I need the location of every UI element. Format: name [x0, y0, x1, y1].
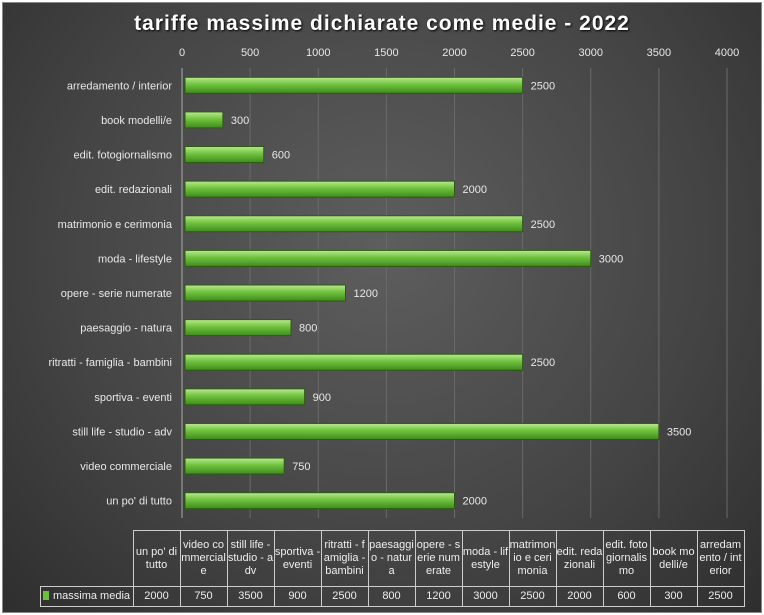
x-tick-label: 3500 [647, 47, 671, 59]
category-label: un po' di tutto [106, 496, 172, 508]
data-label: 750 [292, 461, 310, 473]
table-header-cell: opere - serie numerate [414, 530, 463, 587]
table-header-cell: video commerciale [179, 530, 228, 587]
table-header-cell: edit. fotogiornalismo [602, 530, 651, 587]
category-label: matrimonio e cerimonia [58, 219, 173, 231]
x-tick-label: 1500 [374, 47, 398, 59]
data-label: 3500 [667, 426, 691, 438]
table-header-cell: ritratti - famiglia - bambini [320, 530, 369, 587]
table-value-cell: 2500 [508, 586, 557, 607]
table-header-cell: sportiva - eventi [273, 530, 322, 587]
x-tick-label: 500 [241, 47, 259, 59]
chart-title: tariffe massime dichiarate come medie - … [134, 12, 630, 35]
data-label: 2500 [531, 80, 555, 92]
x-tick-label: 0 [179, 47, 185, 59]
table-header-cell: un po' di tutto [132, 530, 181, 587]
category-label: book modelli/e [101, 115, 172, 127]
table-value-cell: 750 [179, 586, 228, 607]
data-label: 2500 [531, 357, 555, 369]
table-value-cell: 2500 [696, 586, 745, 607]
row-label: massima media [53, 590, 131, 602]
category-label: video commerciale [80, 461, 172, 473]
bar [184, 76, 524, 94]
bar [184, 284, 346, 302]
table-value-cell: 900 [273, 586, 322, 607]
table-value-cell: 2000 [132, 586, 181, 607]
table-header-cell: moda - lifestyle [461, 530, 510, 587]
data-label: 600 [272, 150, 290, 162]
bar [184, 422, 660, 440]
bar [184, 457, 285, 475]
bar [184, 180, 455, 198]
table-value-cell: 3000 [461, 586, 510, 607]
table-header-cell: arredamento / interior [696, 530, 745, 587]
bar [184, 319, 292, 337]
data-label: 2000 [463, 184, 487, 196]
table-value-cell: 2500 [320, 586, 369, 607]
category-label: moda - lifestyle [98, 253, 172, 265]
bar [184, 249, 592, 267]
category-label: arredamento / interior [67, 80, 172, 92]
category-label: opere - serie numerate [61, 288, 172, 300]
table-header-cell: edit. redazionali [555, 530, 604, 587]
data-label: 2000 [463, 496, 487, 508]
category-label: still life - studio - adv [72, 426, 172, 438]
table-value-cell: 2000 [555, 586, 604, 607]
table-header-cell: matrimonio e cerimonia [508, 530, 557, 587]
bar [184, 388, 306, 406]
data-label: 2500 [531, 219, 555, 231]
data-label: 300 [231, 115, 249, 127]
data-label: 1200 [354, 288, 378, 300]
x-tick-label: 4000 [715, 47, 739, 59]
bar [184, 353, 524, 371]
category-label: ritratti - famiglia - bambini [49, 357, 172, 369]
x-tick-label: 2500 [510, 47, 534, 59]
data-label: 800 [299, 323, 317, 335]
bar [184, 492, 455, 510]
legend-key: massima media [40, 586, 134, 607]
bar [184, 146, 265, 164]
category-label: edit. fotogiornalismo [74, 150, 172, 162]
category-label: edit. redazionali [95, 184, 172, 196]
data-label: 3000 [599, 253, 623, 265]
table-header-cell: still life - studio - adv [226, 530, 275, 587]
data-table: un po' di tutto video commerciale still li… [40, 530, 745, 607]
table-header-cell: paesaggio - natura [367, 530, 416, 587]
table-value-cell: 300 [649, 586, 698, 607]
data-label: 900 [313, 392, 331, 404]
x-tick-label: 2000 [442, 47, 466, 59]
table-header-cell: book modelli/e [649, 530, 698, 587]
category-label: sportiva - eventi [94, 392, 172, 404]
bar [184, 215, 524, 233]
table-value-cell: 3500 [226, 586, 275, 607]
table-value-cell: 600 [602, 586, 651, 607]
bar [184, 111, 224, 129]
table-value-cell: 1200 [414, 586, 463, 607]
table-corner [40, 530, 134, 587]
category-label: paesaggio - natura [80, 323, 173, 335]
table-value-cell: 800 [367, 586, 416, 607]
x-tick-label: 3000 [579, 47, 603, 59]
x-tick-label: 1000 [306, 47, 330, 59]
legend-swatch-icon [43, 591, 49, 600]
